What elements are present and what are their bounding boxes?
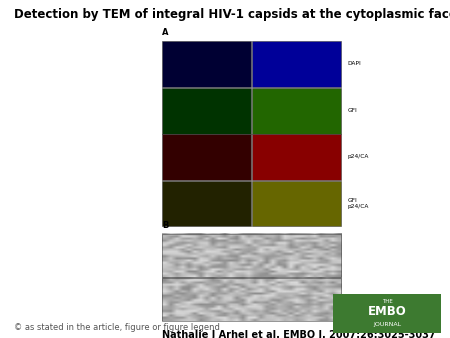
Text: GFI
p24/CA: GFI p24/CA xyxy=(347,198,369,209)
Bar xyxy=(162,278,341,321)
Bar xyxy=(162,134,251,180)
Text: Nathalie J Arhel et al. EMBO J. 2007;26:3025-3037: Nathalie J Arhel et al. EMBO J. 2007;26:… xyxy=(162,330,436,338)
Text: p24/CA: p24/CA xyxy=(347,154,369,159)
Bar xyxy=(252,41,341,87)
Bar xyxy=(162,41,251,87)
Bar xyxy=(252,180,341,226)
Text: DAPI: DAPI xyxy=(347,61,361,66)
Text: EMBO: EMBO xyxy=(368,305,406,318)
Text: © as stated in the article, figure or figure legend: © as stated in the article, figure or fi… xyxy=(14,323,220,332)
Bar xyxy=(162,88,251,134)
Text: A: A xyxy=(162,28,168,37)
Bar xyxy=(252,134,341,180)
Bar xyxy=(333,294,441,333)
Text: JOURNAL: JOURNAL xyxy=(373,322,401,327)
Text: GFI: GFI xyxy=(347,108,357,113)
Text: THE: THE xyxy=(382,298,392,304)
Bar xyxy=(162,234,341,277)
Bar xyxy=(252,88,341,134)
Text: Detection by TEM of integral HIV-1 capsids at the cytoplasmic face of the nuclea: Detection by TEM of integral HIV-1 capsi… xyxy=(14,8,450,21)
Text: B: B xyxy=(162,221,168,230)
Bar xyxy=(162,180,251,226)
